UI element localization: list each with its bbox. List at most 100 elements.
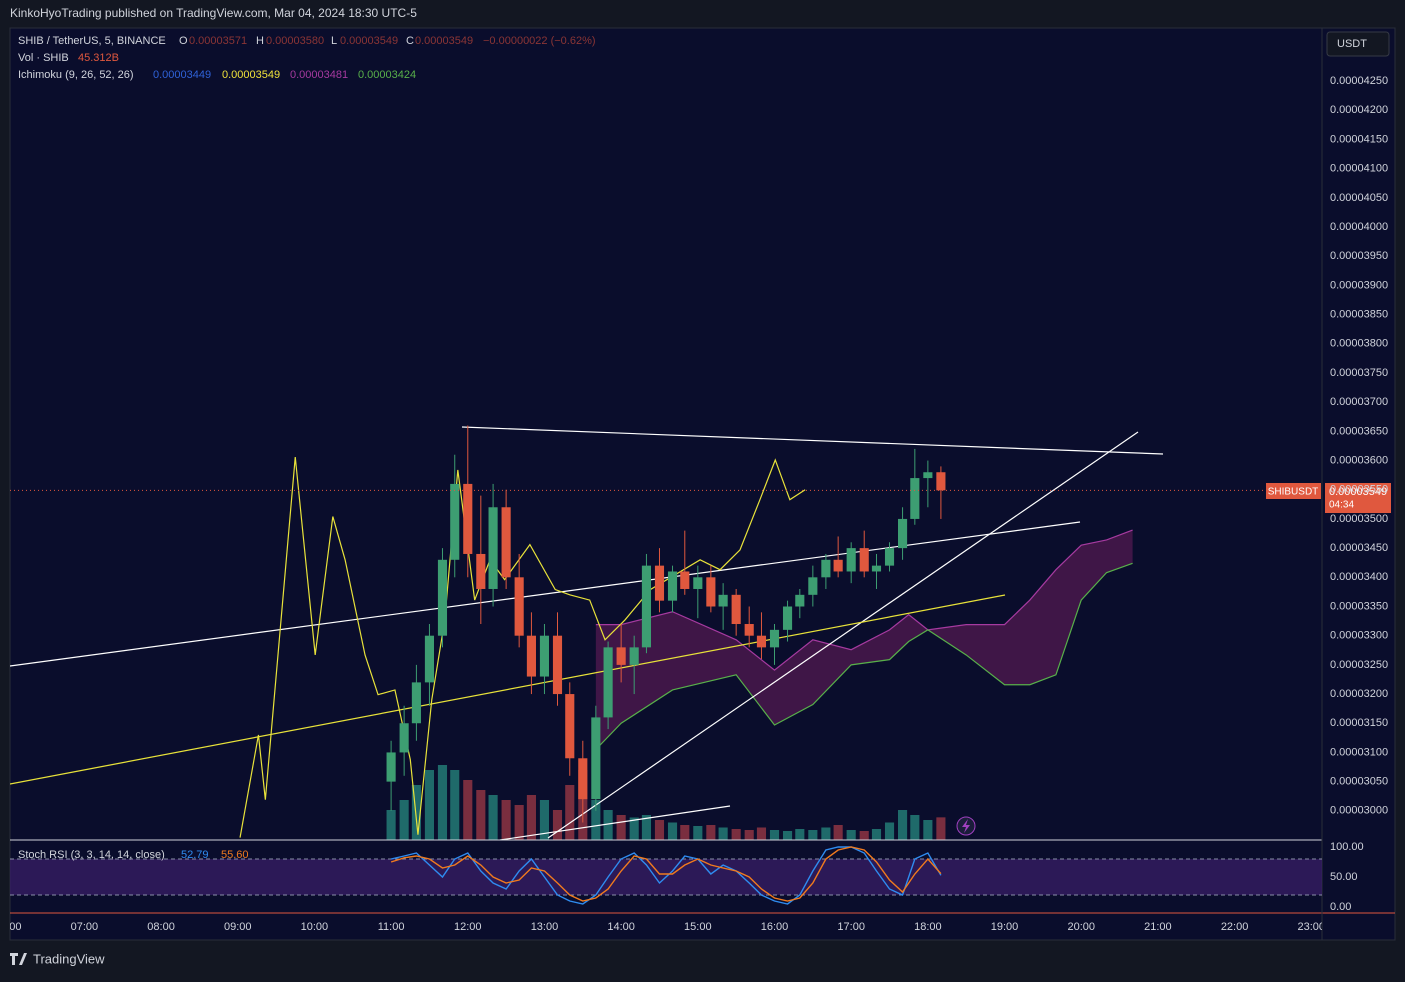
legend-value: 0.00003580: [266, 35, 324, 47]
volume-bar: [526, 795, 536, 840]
y-tick-label: 0.00004100: [1330, 163, 1388, 175]
candle-body: [539, 635, 550, 677]
candle-body: [833, 559, 843, 572]
tag-bg: [1266, 483, 1321, 499]
x-tick-label: 13:00: [531, 921, 559, 933]
x-tick-label: 11:00: [378, 921, 405, 933]
y-tick-label: 0.00003650: [1330, 425, 1388, 437]
y-tick-label: 0.00004050: [1330, 192, 1388, 204]
y-tick-label: 0.00003000: [1330, 805, 1388, 817]
legend-value: 0.00003549: [415, 35, 473, 47]
stoch-legend: 52.79: [181, 849, 209, 861]
candle-body: [756, 635, 767, 648]
y-tick-label: 0.00004200: [1330, 104, 1388, 116]
candle-body: [744, 624, 754, 636]
candle-body: [463, 483, 473, 554]
stoch-tick-label: 50.00: [1330, 871, 1358, 883]
x-tick-label: 08:00: [147, 921, 175, 933]
candle-body: [565, 694, 575, 759]
legend-ichimoku: Ichimoku (9, 26, 52, 26): [18, 69, 134, 81]
span-b: [595, 562, 1133, 750]
volume-bar: [539, 800, 550, 840]
candle-body: [437, 559, 448, 636]
volume-bar: [744, 830, 754, 840]
y-tick-label: 0.00003700: [1330, 396, 1388, 408]
span-a: [595, 529, 1133, 671]
candle-body: [501, 507, 511, 578]
candle-body: [616, 647, 626, 665]
volume-bar: [514, 805, 524, 840]
volume-bar: [706, 825, 716, 840]
candle-body: [693, 577, 703, 589]
stoch-line: [390, 846, 942, 902]
candle-body: [782, 606, 793, 630]
y-tick-label: 0.00003800: [1330, 338, 1388, 350]
x-tick-label: 20:00: [1067, 921, 1095, 933]
currency-button[interactable]: [1326, 31, 1390, 57]
volume-bar: [923, 820, 933, 840]
candle-body: [871, 565, 882, 572]
candle-body: [769, 629, 780, 648]
x-tick-label: 23:00: [1297, 921, 1325, 933]
currency: USDT: [1337, 38, 1367, 50]
volume-bar: [476, 790, 486, 840]
y-tick-label: 0.00004000: [1330, 221, 1388, 233]
candle-body: [808, 577, 818, 595]
volume-bar: [871, 829, 882, 840]
candle-body: [718, 594, 728, 607]
candle-body: [629, 647, 639, 665]
candle-body: [884, 548, 895, 566]
legend-ichimoku-value: 0.00003481: [290, 69, 348, 81]
x-tick-label: 22:00: [1221, 921, 1249, 933]
stoch-tick-label: 100.00: [1330, 841, 1364, 853]
y-tick-label: 0.00004250: [1330, 75, 1388, 87]
plot: [10, 425, 1322, 840]
logo: TradingView: [10, 951, 105, 966]
volume-bar: [769, 830, 780, 840]
logo-glyph: [10, 953, 27, 965]
trend-line: [499, 805, 731, 840]
legend-ichimoku-value: 0.00003549: [222, 69, 280, 81]
x-tick-label: 19:00: [991, 921, 1019, 933]
volume-bar: [884, 822, 895, 840]
volume-bar: [463, 780, 473, 840]
x-tick-label: 06:00: [0, 921, 21, 933]
candle-body: [846, 548, 856, 572]
tag-countdown: 04:34: [1329, 500, 1354, 511]
y-tick-label: 0.00003550: [1330, 484, 1388, 496]
candle-body: [591, 717, 601, 800]
volume-bar: [501, 800, 511, 840]
legend-label: L: [331, 35, 337, 47]
candle-body: [411, 682, 421, 724]
volume-bar: [641, 815, 652, 840]
volume-bar: [693, 826, 703, 840]
y-tick-label: 0.00003900: [1330, 279, 1388, 291]
legend-value: 0.00003571: [189, 35, 247, 47]
candle-body: [910, 478, 920, 519]
volume-bar: [782, 831, 793, 840]
volume-bar: [667, 822, 678, 840]
volume-bar: [846, 830, 856, 840]
candle-body: [706, 577, 716, 607]
volume-bar: [654, 820, 665, 840]
x-tick-label: 15:00: [684, 921, 712, 933]
stoch-tick-label: 0.00: [1330, 901, 1351, 913]
candle-body: [386, 752, 396, 782]
volume-bar: [859, 831, 869, 840]
candle-body: [424, 635, 435, 683]
candle-body: [923, 472, 933, 479]
x-axis: 06:00 07:00 08:00 09:00 10:00 11:00 12:00 13:00…: [0, 921, 1325, 933]
y-tick-label: 0.00003100: [1330, 746, 1388, 758]
x-tick-label: 16:00: [761, 921, 789, 933]
candle-body: [578, 758, 588, 800]
volume-bar: [833, 825, 843, 840]
volume-bar: [795, 829, 805, 840]
alert-icon-glyph: [962, 819, 970, 833]
candle-body: [641, 565, 652, 648]
y-tick-label: 0.00003200: [1330, 688, 1388, 700]
candle-body: [936, 472, 946, 491]
y-tick-label: 0.00003750: [1330, 367, 1388, 379]
tag-price: 0.00003549: [1329, 486, 1387, 498]
